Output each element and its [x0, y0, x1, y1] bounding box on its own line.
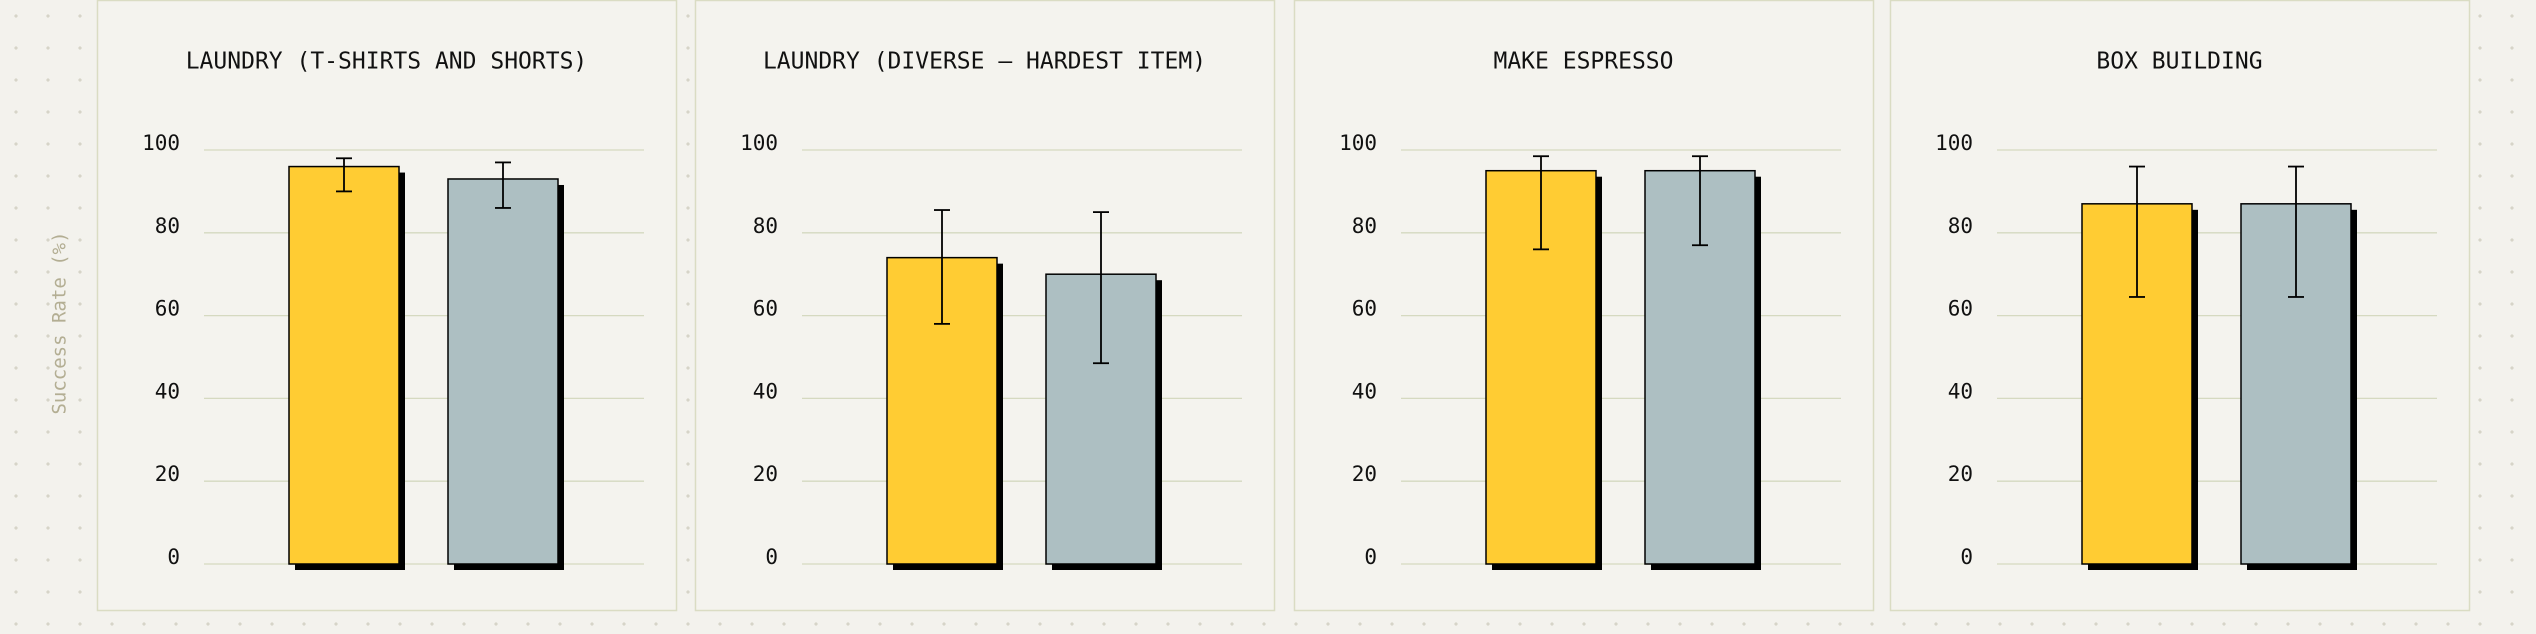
y-tick-label: 0 [1960, 545, 1973, 569]
bar [288, 165, 400, 565]
y-tick-label: 0 [167, 545, 180, 569]
y-axis-label: Success Rate (%) [49, 231, 71, 414]
error-bar [495, 161, 511, 209]
y-tick-label: 40 [753, 379, 778, 403]
error-bar [336, 157, 352, 193]
y-tick-label: 100 [142, 131, 180, 155]
chart-title: LAUNDRY (T-SHIRTS AND SHORTS) [186, 49, 588, 75]
y-tick-label: 20 [753, 462, 778, 486]
y-tick-label: 100 [1339, 131, 1377, 155]
y-tick-label: 60 [1948, 297, 1973, 321]
y-tick-label: 0 [1364, 545, 1377, 569]
chart-title: BOX BUILDING [2096, 49, 2262, 75]
y-tick-label: 60 [753, 297, 778, 321]
error-bar [1692, 155, 1708, 247]
y-tick-label: 80 [1948, 214, 1973, 238]
y-tick-label: 20 [1352, 462, 1377, 486]
bar [447, 178, 559, 565]
chart-panel: BOX BUILDING 0 20 40 60 80 100 [1889, 0, 2471, 612]
error-bar [2129, 165, 2145, 298]
y-tick-label: 20 [1948, 462, 1973, 486]
chart-title: MAKE ESPRESSO [1493, 49, 1673, 75]
y-tick-label: 60 [1352, 297, 1377, 321]
error-bar [1533, 155, 1549, 251]
error-bar [934, 209, 950, 325]
y-tick-label: 100 [1935, 131, 1973, 155]
y-tick-label: 80 [155, 214, 180, 238]
chart-panel: LAUNDRY (DIVERSE – HARDEST ITEM) 0 20 40 60 8… [694, 0, 1276, 612]
chart-title: LAUNDRY (DIVERSE – HARDEST ITEM) [763, 49, 1206, 75]
y-tick-label: 40 [1352, 379, 1377, 403]
chart-panel: LAUNDRY (T-SHIRTS AND SHORTS) 0 20 40 60 80 10… [96, 0, 678, 612]
error-bar [2288, 165, 2304, 298]
y-tick-label: 40 [1948, 379, 1973, 403]
y-tick-label: 100 [740, 131, 778, 155]
y-tick-label: 80 [753, 214, 778, 238]
y-tick-label: 80 [1352, 214, 1377, 238]
y-tick-label: 40 [155, 379, 180, 403]
chart-panel: MAKE ESPRESSO 0 20 40 60 80 100 [1293, 0, 1875, 612]
error-bar [1093, 211, 1109, 365]
y-tick-label: 0 [765, 545, 778, 569]
y-tick-label: 20 [155, 462, 180, 486]
y-tick-label: 60 [155, 297, 180, 321]
